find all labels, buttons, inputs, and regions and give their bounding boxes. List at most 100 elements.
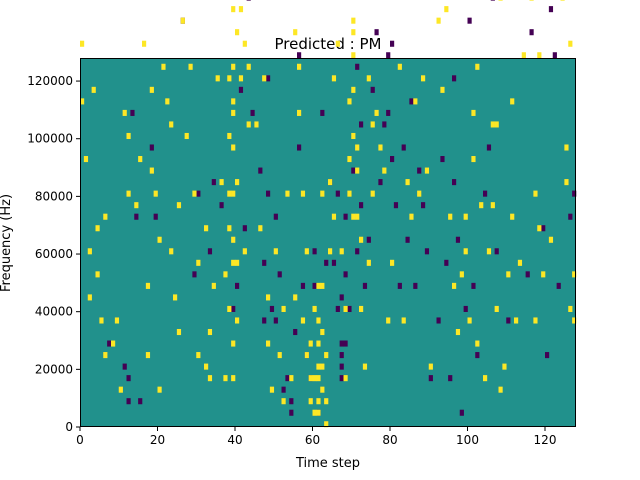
heatmap-cell-low (355, 63, 360, 70)
heatmap-cell-low (440, 156, 445, 163)
heatmap-cell-high (331, 213, 337, 220)
heatmap-cell-high (258, 225, 263, 232)
heatmap-cell-low (452, 75, 457, 82)
heatmap-cell-low (417, 167, 422, 174)
heatmap-cell-low (285, 375, 290, 382)
heatmap-cell-high (572, 271, 577, 278)
heatmap-cell-low (378, 179, 383, 186)
heatmap-cell-high (494, 305, 499, 312)
heatmap-cell-high (300, 317, 306, 324)
heatmap-cell-low (355, 248, 360, 255)
heatmap-cell-low (250, 109, 255, 116)
heatmap-cell-high (347, 98, 352, 105)
heatmap-cell-low (421, 202, 426, 209)
heatmap-cell-high (359, 236, 364, 243)
heatmap-cell-high (560, 0, 565, 1)
heatmap-cell-high (204, 363, 209, 370)
heatmap-cell-high (134, 202, 139, 209)
heatmap-cell-high (231, 236, 236, 243)
x-tick-label: 80 (382, 433, 397, 447)
heatmap-cell-high (188, 63, 193, 70)
x-axis: 0 20 40 60 80 100 120 (76, 427, 556, 447)
heatmap-cell-high (498, 386, 503, 393)
heatmap-cell-high (541, 271, 546, 278)
heatmap-cell-high (227, 225, 232, 232)
heatmap-cell-low (541, 225, 546, 232)
heatmap-cell-high (227, 305, 232, 312)
heatmap-cell-high (293, 29, 298, 36)
heatmap-cell-low (107, 340, 112, 347)
heatmap-cell-high (506, 271, 511, 278)
heatmap-cell-high (370, 190, 375, 197)
heatmap-cell-high (103, 213, 108, 220)
heatmap-cell-high (308, 340, 313, 347)
heatmap-cell-low (390, 40, 395, 47)
heatmap-cell-high (320, 328, 325, 336)
heatmap-cell-high (351, 86, 356, 93)
heatmap-cell-high (281, 398, 286, 405)
heatmap-cell-high (266, 340, 271, 347)
heatmap-cell-high (103, 352, 108, 359)
heatmap-cell-low (548, 6, 554, 13)
heatmap-cell-high (529, 0, 534, 1)
heatmap-cell-high (231, 375, 236, 382)
heatmap-cell-low (324, 259, 329, 266)
heatmap-cell-high (417, 190, 422, 197)
heatmap-cell-high (161, 63, 166, 70)
heatmap-cell-low (556, 282, 561, 289)
heatmap-cell-high (533, 190, 538, 197)
heatmap-cell-high (297, 109, 302, 116)
heatmap-cell-high (231, 6, 236, 13)
heatmap-cell-low (126, 398, 131, 405)
heatmap-cell-high (281, 305, 286, 312)
heatmap-cell-high (463, 248, 468, 255)
heatmap-cell-high (87, 294, 92, 301)
heatmap-cell-low (289, 398, 294, 405)
heatmap-cell-high (91, 86, 96, 93)
heatmap-cell-high (436, 17, 441, 24)
x-tick-label: 20 (150, 433, 165, 447)
heatmap-cell-high (351, 29, 356, 36)
heatmap-cell-high (537, 52, 542, 59)
heatmap-cell-high (277, 352, 282, 359)
heatmap-cell-low (343, 340, 348, 347)
heatmap-cell-high (87, 248, 92, 255)
heatmap-cell-low (529, 29, 534, 36)
heatmap-cell-low (475, 352, 480, 359)
heatmap-cell-high (362, 363, 368, 370)
heatmap-cell-low (390, 156, 395, 163)
heatmap-cell-high (111, 340, 116, 347)
heatmap-cell-high (328, 248, 333, 255)
heatmap-cell-low (211, 179, 216, 186)
heatmap-cell-low (335, 190, 340, 197)
heatmap-cell-low (444, 259, 449, 266)
heatmap-cell-low (122, 363, 127, 370)
heatmap-cell-low (393, 202, 399, 209)
heatmap-cell-high (494, 121, 499, 128)
heatmap-cell-high (211, 282, 216, 289)
heatmap-cell-low (436, 317, 441, 324)
heatmap-cell-low (126, 375, 131, 382)
y-axis: 0 20000 40000 60000 80000 100000 120000 (27, 74, 80, 434)
heatmap-cell-high (343, 375, 348, 382)
plot-frame (80, 58, 576, 427)
heatmap-cell-low (149, 144, 154, 151)
heatmap-cell-high (312, 375, 317, 382)
x-tick-label: 0 (76, 433, 84, 447)
heatmap-cell-low (339, 363, 344, 370)
heatmap-cell-high (502, 363, 507, 370)
heatmap-cell-low (339, 340, 344, 347)
heatmap-cell-high (289, 375, 294, 382)
heatmap-cell-high (517, 259, 523, 266)
heatmap-cell-high (351, 52, 356, 59)
heatmap-cell-high (568, 305, 573, 312)
heatmap-cell-high (308, 375, 313, 382)
heatmap-cell-high (231, 144, 236, 151)
heatmap-cell-low (331, 259, 337, 266)
heatmap-cell-high (126, 132, 131, 140)
y-tick-label: 100000 (27, 132, 73, 146)
heatmap-cell-high (242, 248, 247, 255)
heatmap-cell-high (320, 190, 325, 197)
heatmap-cell-high (173, 294, 178, 301)
heatmap-cell-high (359, 305, 364, 312)
